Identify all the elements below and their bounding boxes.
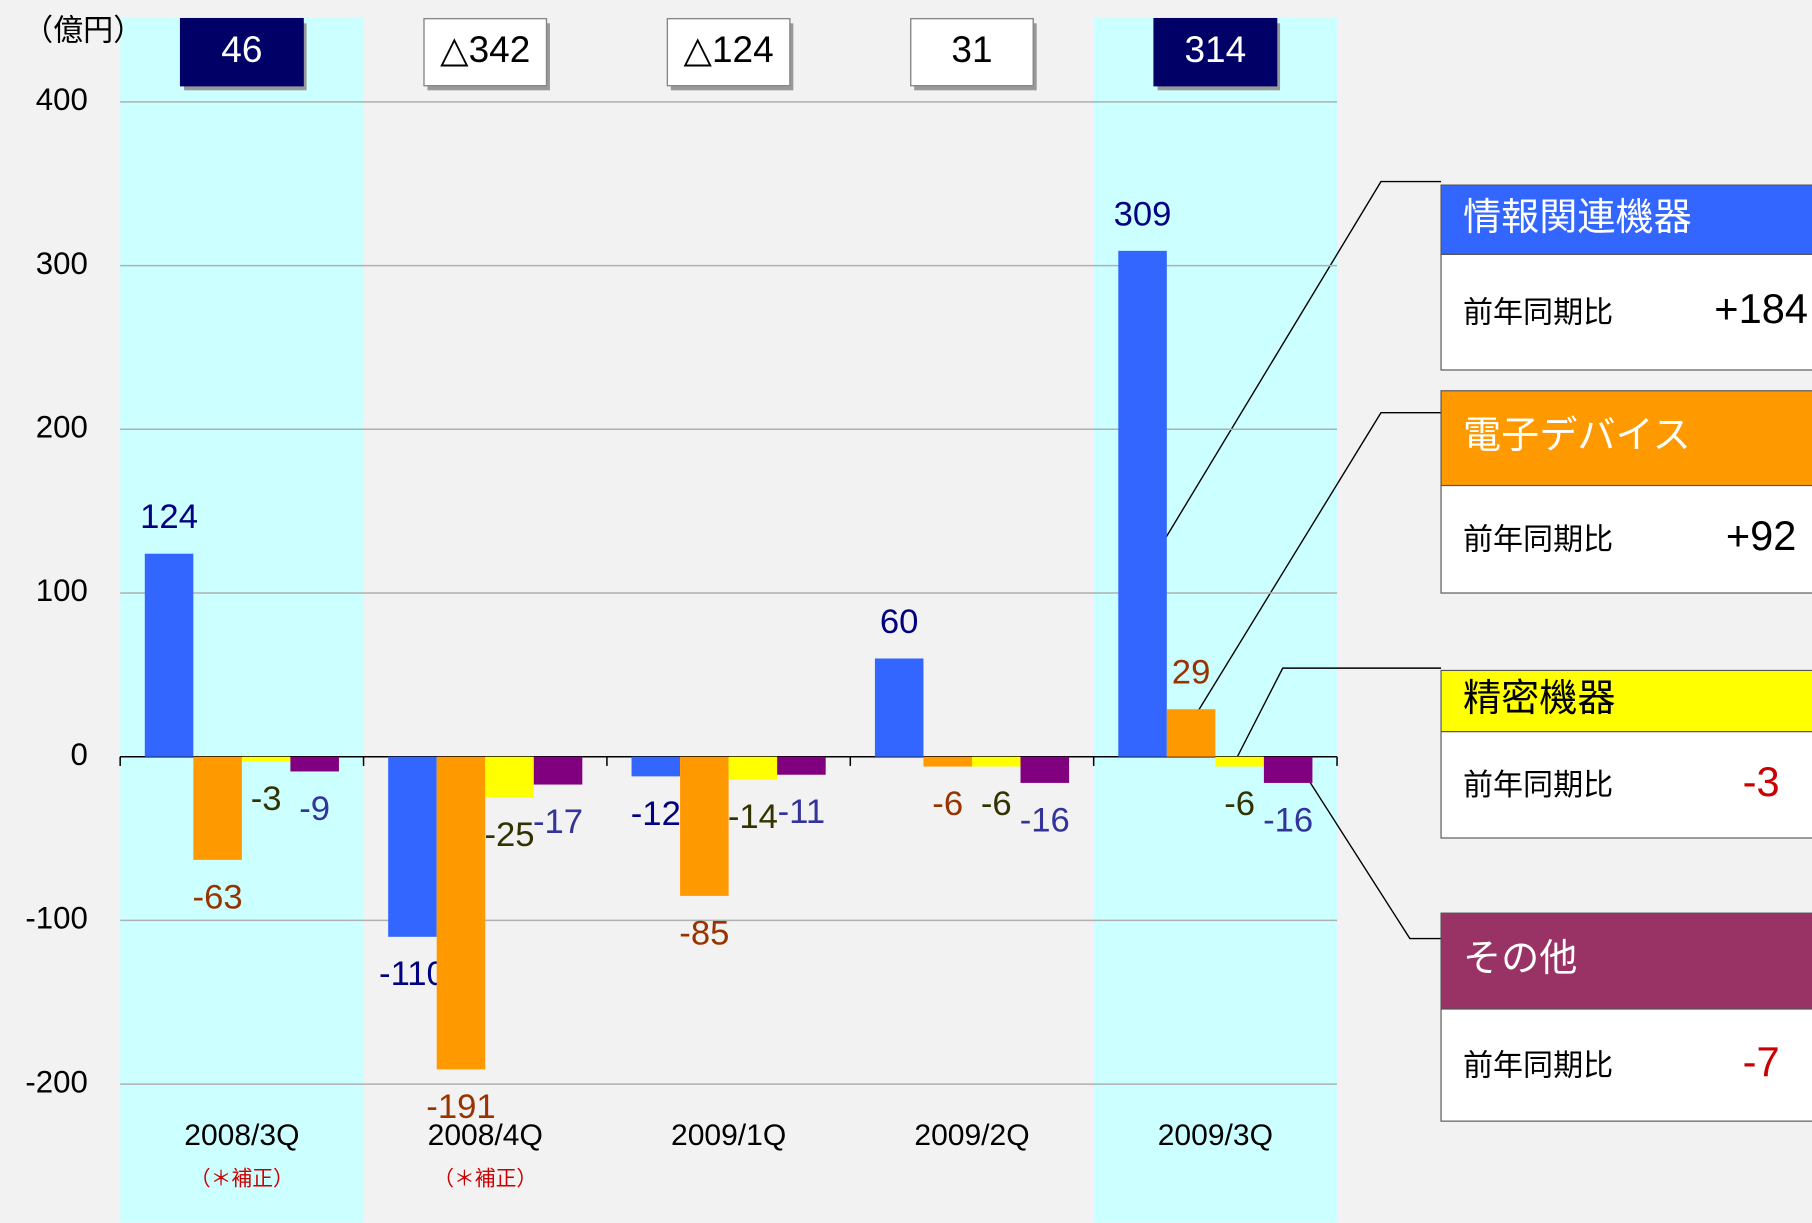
legend-header xyxy=(1440,184,1812,255)
y-tick-label: 300 xyxy=(36,246,88,281)
x-tick-label: 2008/3Q xyxy=(184,1119,299,1152)
total-box xyxy=(179,17,304,87)
y-tick-label: 100 xyxy=(36,573,88,608)
data-label: -12 xyxy=(631,795,681,833)
yoy-title: 前年同期比 xyxy=(1463,524,1613,557)
legend-name: 精密機器 xyxy=(1463,677,1616,720)
y-tick-label: 0 xyxy=(70,737,87,772)
legend-body xyxy=(1440,484,1812,594)
unit-label: （億円） xyxy=(23,14,143,47)
y-tick-label: 400 xyxy=(36,82,88,117)
data-label: 60 xyxy=(880,603,919,641)
yoy-title: 前年同期比 xyxy=(1463,769,1613,802)
data-label: 309 xyxy=(1114,195,1172,233)
bar xyxy=(680,756,729,896)
total-box xyxy=(423,17,548,87)
total-label: △124 xyxy=(684,29,774,70)
bar xyxy=(631,756,681,777)
y-tick-label: -100 xyxy=(25,901,87,936)
category-note: （＊補正） xyxy=(190,1168,294,1191)
bar xyxy=(1118,250,1167,757)
x-tick-label: 2009/1Q xyxy=(671,1119,786,1152)
legend-name: 情報関連機器 xyxy=(1463,196,1692,239)
x-tick-label: 2009/2Q xyxy=(914,1119,1029,1152)
yoy-title: 前年同期比 xyxy=(1463,1049,1613,1082)
legend-body xyxy=(1440,253,1812,371)
data-label: -14 xyxy=(728,798,778,836)
bar xyxy=(290,756,339,772)
data-label: -63 xyxy=(193,878,243,916)
data-label: -11 xyxy=(778,793,826,831)
y-tick-label: -200 xyxy=(25,1064,87,1099)
leader-line xyxy=(1149,180,1442,565)
bar xyxy=(923,756,972,767)
data-label: 29 xyxy=(1172,654,1211,692)
leader-line xyxy=(1302,771,1442,940)
total-label: 31 xyxy=(951,29,992,70)
data-label: -191 xyxy=(426,1088,495,1126)
yoy-title: 前年同期比 xyxy=(1463,296,1613,329)
data-label: -16 xyxy=(1020,801,1070,839)
bar xyxy=(1263,756,1313,783)
category-note: （＊補正） xyxy=(433,1168,537,1191)
total-box xyxy=(910,17,1034,87)
yoy-value: +184 xyxy=(1714,285,1808,332)
bar xyxy=(436,756,486,1070)
highlight-layer xyxy=(120,17,1338,1223)
legend-header xyxy=(1440,912,1812,1010)
bar xyxy=(485,756,534,798)
bar xyxy=(241,756,291,762)
total-label: △342 xyxy=(440,29,530,70)
data-label: -25 xyxy=(484,816,534,854)
bar xyxy=(193,756,242,860)
y-tick-label: 200 xyxy=(36,410,88,445)
data-label: -6 xyxy=(932,785,963,823)
data-label: -9 xyxy=(299,790,330,828)
legend-header xyxy=(1440,390,1812,487)
data-label: -3 xyxy=(251,780,282,818)
data-label: -85 xyxy=(679,914,729,952)
yoy-value: -7 xyxy=(1743,1038,1780,1085)
bar xyxy=(971,756,1021,767)
data-label: -6 xyxy=(1224,785,1255,823)
bar xyxy=(728,756,778,780)
x-tick-label: 2009/3Q xyxy=(1158,1119,1273,1152)
total-box xyxy=(1153,17,1278,87)
total-label: 314 xyxy=(1185,29,1247,70)
data-label: 124 xyxy=(140,498,198,536)
bar xyxy=(1166,709,1216,757)
bar xyxy=(777,756,826,775)
leader-line xyxy=(1233,667,1442,764)
x-tick-label: 2008/4Q xyxy=(428,1119,543,1152)
data-label: -16 xyxy=(1263,801,1313,839)
bar xyxy=(874,658,924,757)
yoy-value: -3 xyxy=(1743,758,1780,805)
total-label: 46 xyxy=(221,29,262,70)
data-label: -17 xyxy=(533,803,583,841)
legend-name: その他 xyxy=(1463,937,1577,980)
legend-name: 電子デバイス xyxy=(1463,414,1691,457)
bar xyxy=(388,756,437,937)
data-label: -110 xyxy=(379,955,446,993)
yoy-value: +92 xyxy=(1726,512,1797,559)
bar xyxy=(533,756,583,785)
leader-lines xyxy=(1149,180,1442,940)
legend-body xyxy=(1440,731,1812,839)
total-box xyxy=(666,17,791,87)
data-label: -6 xyxy=(981,785,1012,823)
bar xyxy=(144,553,194,757)
bar xyxy=(1215,756,1264,767)
leader-line xyxy=(1195,412,1442,715)
legend-body xyxy=(1440,1008,1812,1122)
bar xyxy=(1020,756,1070,783)
